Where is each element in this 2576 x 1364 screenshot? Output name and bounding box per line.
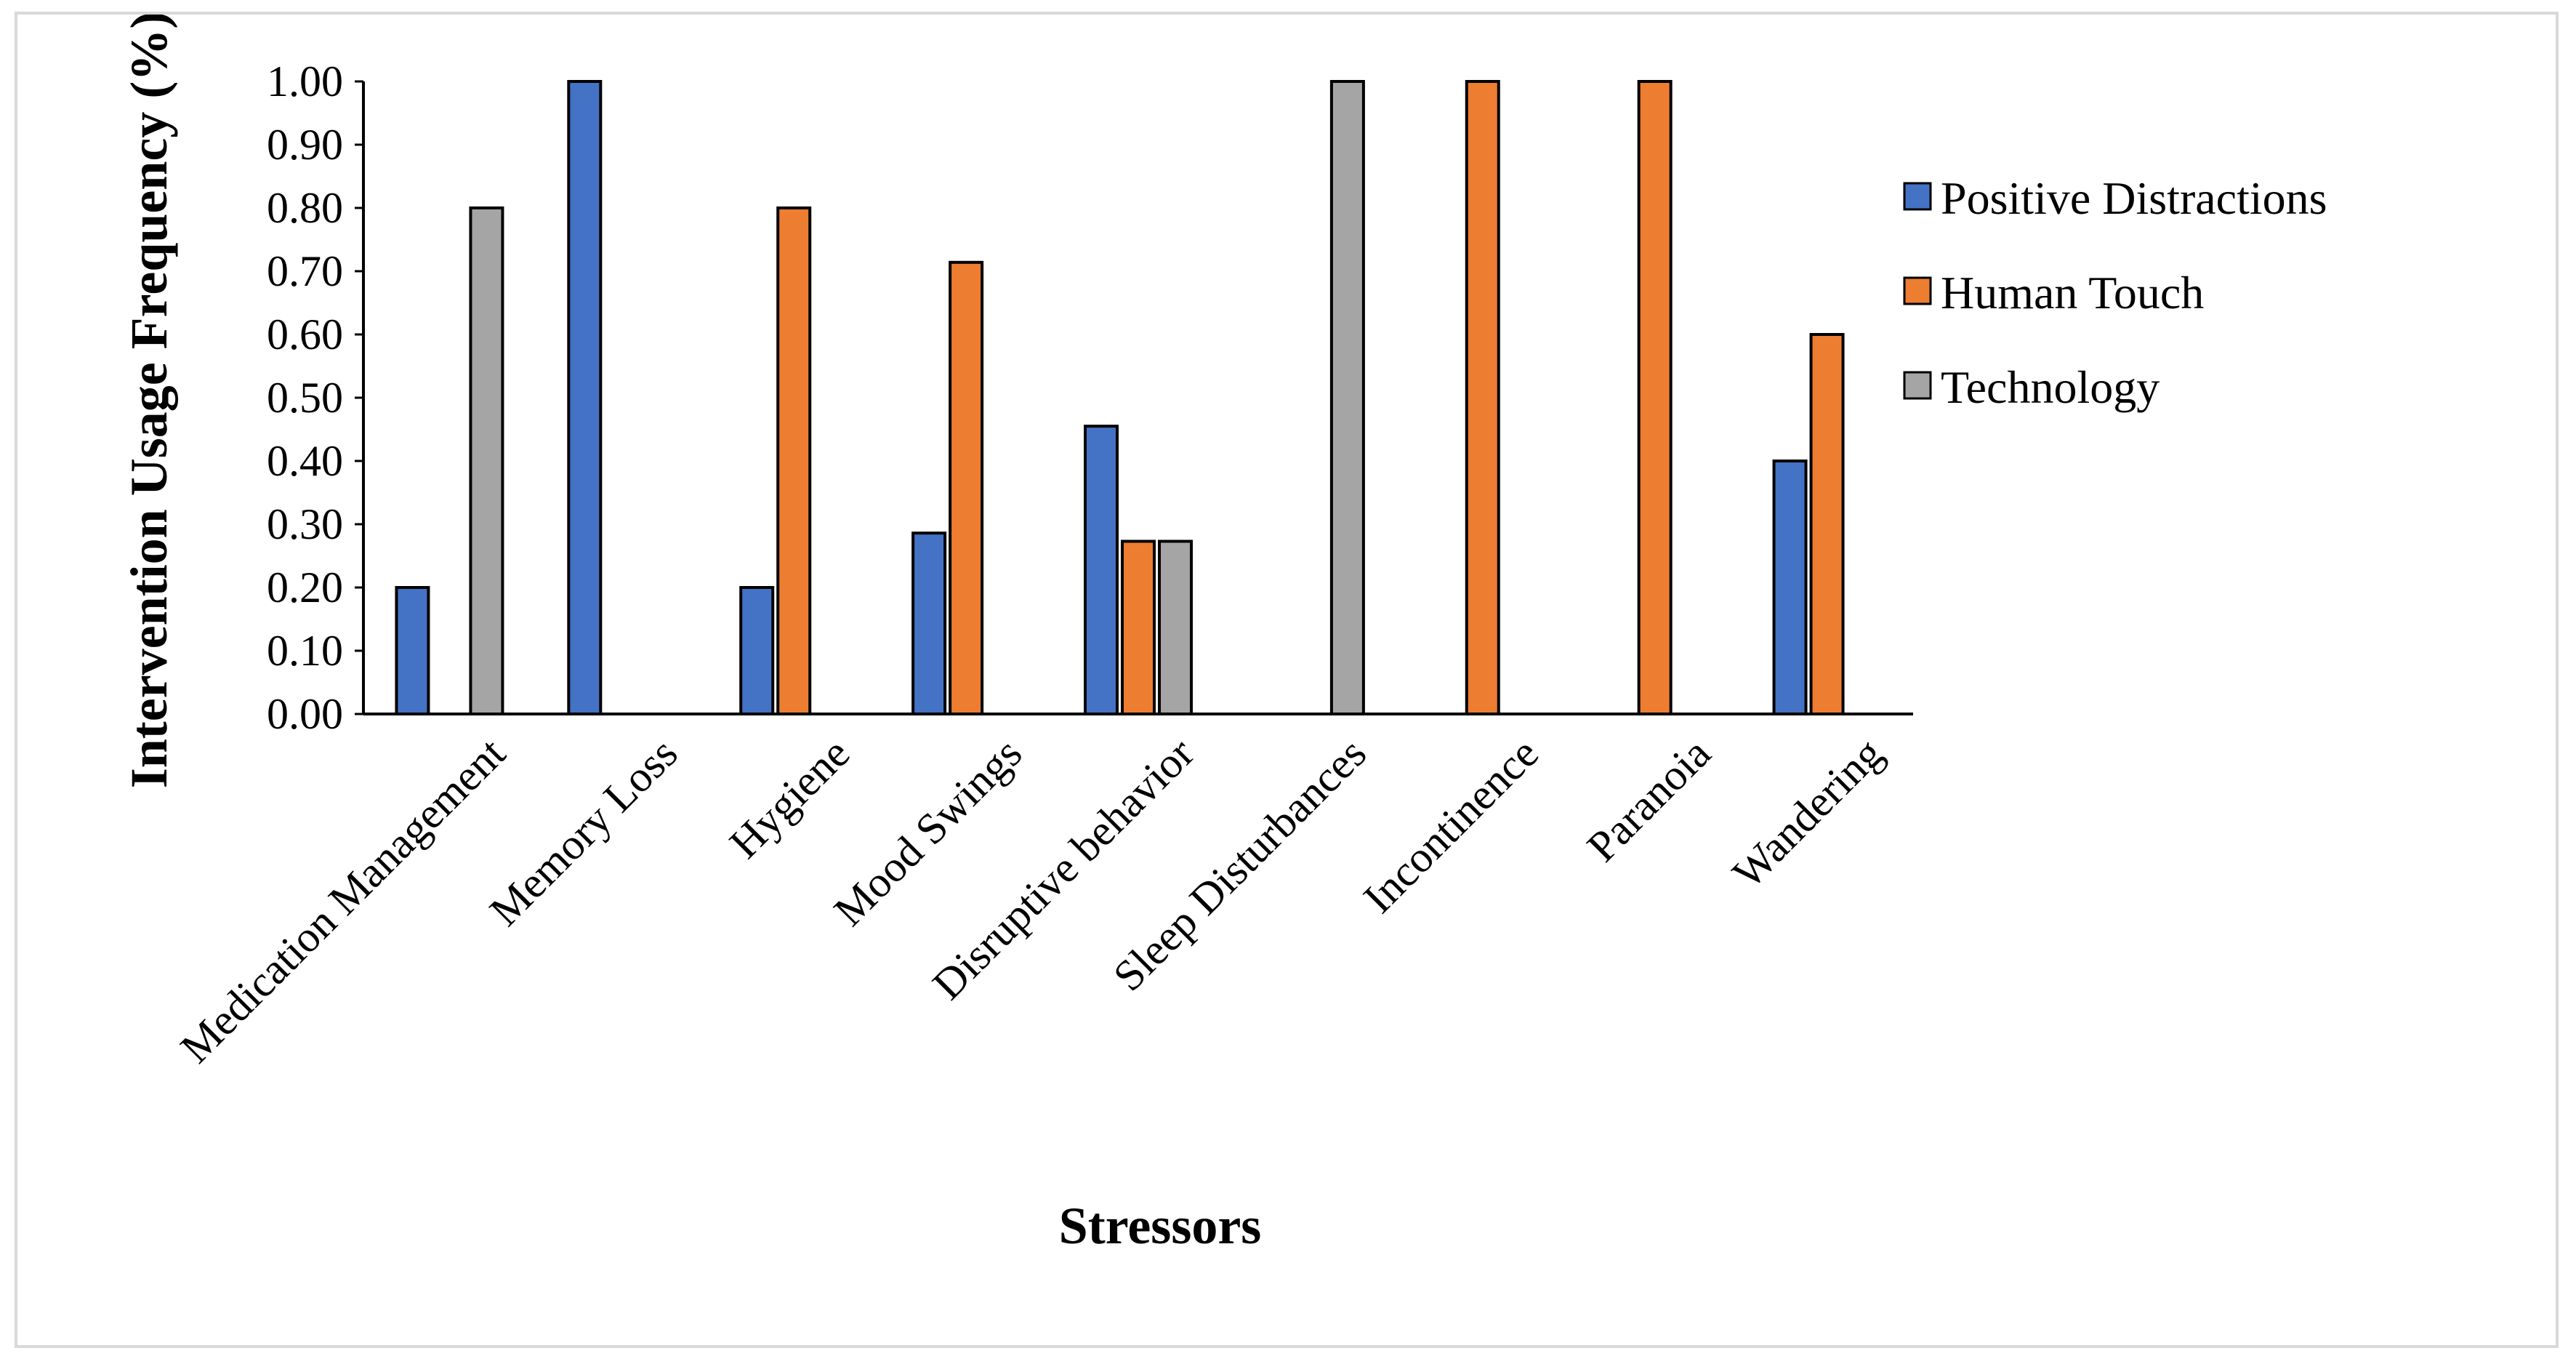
bar-human-touch [949, 260, 984, 715]
bar-technology [1329, 80, 1365, 715]
bar-human-touch [1121, 539, 1156, 715]
y-tick-label: 0.90 [267, 121, 343, 169]
legend-swatch [1903, 276, 1932, 305]
y-tick-label: 0.10 [267, 627, 343, 675]
bar-positive-distractions [1772, 460, 1808, 715]
y-tick-label: 0.30 [267, 500, 343, 548]
bar-human-touch [776, 206, 812, 715]
y-tick-label: 0.70 [267, 247, 343, 295]
axes [362, 81, 1913, 715]
legend-swatch [1903, 371, 1932, 400]
chart-frame: Intervention Usage Frequency (%) Stresso… [15, 12, 2559, 1348]
bar-human-touch [1809, 333, 1845, 715]
x-tick-label: Hygiene [720, 729, 858, 867]
x-tick-label: Incontinence [1354, 729, 1547, 923]
bar-positive-distractions [1084, 425, 1119, 716]
legend: Positive Distractions Human Touch Technolo… [1903, 172, 2327, 413]
y-tick-label: 0.80 [267, 184, 343, 232]
x-tick-label: Medication Management [172, 729, 515, 1072]
bar-positive-distractions [567, 80, 603, 715]
y-tick-label: 0.00 [267, 690, 343, 738]
y-tick-label: 0.20 [267, 563, 343, 611]
legend-label: Technology [1941, 361, 2160, 413]
y-tick-label: 0.50 [267, 374, 343, 422]
y-tick-label: 1.00 [267, 57, 343, 105]
bar-positive-distractions [911, 531, 947, 715]
bar-human-touch [1465, 80, 1500, 715]
y-axis-title: Intervention Usage Frequency (%) [120, 15, 178, 788]
bars [395, 80, 1845, 716]
x-tick-label: Paranoia [1578, 729, 1720, 871]
y-axis-ticks: 0.00 0.10 0.20 0.30 0.40 0.50 0.60 0.70 0.80 0.90… [267, 57, 363, 738]
y-tick-label: 0.40 [267, 437, 343, 485]
x-axis-title: Stressors [1059, 1197, 1262, 1255]
x-tick-label: Wandering [1723, 729, 1892, 898]
y-tick-label: 0.60 [267, 310, 343, 358]
x-tick-label: Memory Loss [480, 729, 687, 936]
bar-positive-distractions [395, 586, 430, 715]
legend-swatch [1903, 182, 1932, 211]
bar-technology [469, 206, 504, 715]
bar-human-touch [1637, 80, 1673, 715]
legend-label: Positive Distractions [1941, 172, 2327, 224]
bar-technology [1158, 539, 1193, 715]
bar-chart: Intervention Usage Frequency (%) Stresso… [120, 15, 2327, 1255]
bar-positive-distractions [739, 586, 775, 715]
legend-label: Human Touch [1941, 267, 2204, 318]
